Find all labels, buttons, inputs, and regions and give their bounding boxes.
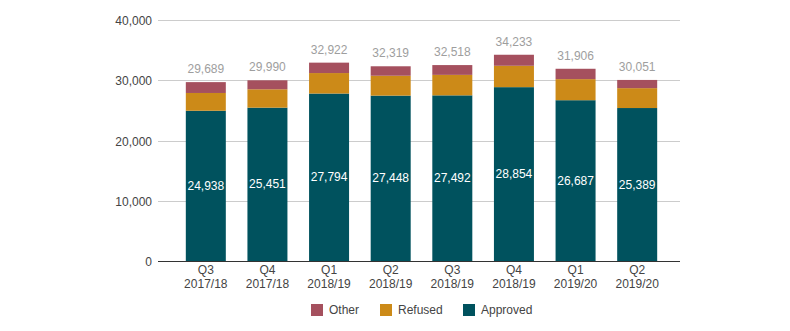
total-label: 29,990 (249, 60, 286, 74)
x-tick-label-line: Q4 (506, 263, 522, 277)
x-tick-label: Q22019/20 (615, 263, 659, 291)
legend-label: Approved (481, 303, 532, 317)
grid-line (158, 141, 680, 142)
bar-segment (556, 69, 596, 79)
bar-segment (309, 73, 349, 93)
bar-segment (432, 75, 472, 95)
data-label: 27,448 (372, 171, 409, 185)
legend-label: Refused (398, 303, 443, 317)
x-tick-label-line: 2017/18 (246, 277, 290, 291)
bar-segment (309, 63, 349, 73)
data-label: 24,938 (187, 179, 224, 193)
data-label: 25,389 (619, 178, 656, 192)
bar-segment (556, 100, 596, 261)
x-tick-label-line: 2018/19 (431, 277, 475, 291)
y-tick-label: 10,000 (115, 195, 152, 209)
x-tick-label-line: Q2 (383, 263, 399, 277)
y-tick-label: 30,000 (115, 74, 152, 88)
total-label: 29,689 (187, 62, 224, 76)
x-tick-label-line: 2019/20 (554, 277, 598, 291)
legend-label: Other (329, 303, 359, 317)
bar-segment (432, 95, 472, 261)
x-tick-label: Q42018/19 (492, 263, 536, 291)
grid-line (158, 20, 680, 21)
bar-segment (186, 111, 226, 261)
x-tick-label-line: Q3 (444, 263, 460, 277)
bar-segment (371, 96, 411, 261)
grid-line (158, 80, 680, 81)
bar-segment (432, 65, 472, 75)
x-tick-label-line: 2018/19 (369, 277, 413, 291)
data-label: 28,854 (496, 167, 533, 181)
x-tick-label-line: Q4 (259, 263, 275, 277)
total-label: 31,906 (557, 49, 594, 63)
bar-segment (309, 94, 349, 261)
data-label: 27,794 (311, 170, 348, 184)
data-label: 27,492 (434, 171, 471, 185)
total-label: 34,233 (496, 35, 533, 49)
total-label: 32,922 (311, 43, 348, 57)
bar-segment (556, 79, 596, 100)
x-tick-label-line: 2017/18 (184, 277, 228, 291)
data-label: 26,687 (557, 174, 594, 188)
bar-segment (494, 87, 534, 261)
bars (186, 55, 657, 261)
y-tick-label: 0 (145, 255, 152, 269)
bar-segment (617, 88, 657, 108)
x-tick-label-line: 2018/19 (492, 277, 536, 291)
x-tick-label: Q22018/19 (369, 263, 413, 291)
legend-swatch (380, 304, 392, 316)
total-label: 32,319 (372, 46, 409, 60)
x-tick-label: Q32017/18 (184, 263, 228, 291)
bar-segment (247, 80, 287, 89)
chart-container: 0 10,000 20,000 30,000 40,000 24,938 25,451 27,… (0, 0, 790, 331)
bar-segment (186, 93, 226, 111)
bar-segment (247, 108, 287, 261)
bar-segment (186, 82, 226, 93)
x-tick-label: Q42017/18 (246, 263, 290, 291)
legend-swatch (463, 304, 475, 316)
bar-segment (617, 80, 657, 88)
legend-swatch (311, 304, 323, 316)
grid-line (158, 201, 680, 202)
bar-segment (494, 55, 534, 66)
y-tick-label: 40,000 (115, 14, 152, 28)
x-tick-label-line: Q2 (629, 263, 645, 277)
x-tick-label-line: Q1 (321, 263, 337, 277)
x-tick-label: Q12018/19 (307, 263, 351, 291)
total-label: 32,518 (434, 45, 471, 59)
grid-line (158, 261, 680, 262)
data-label: 25,451 (249, 177, 286, 191)
x-tick-label-line: 2019/20 (615, 277, 659, 291)
bar-segment (247, 89, 287, 107)
bar-segment (371, 66, 411, 75)
x-tick-label: Q12019/20 (554, 263, 598, 291)
x-tick-label: Q32018/19 (431, 263, 475, 291)
x-tick-label-line: Q1 (568, 263, 584, 277)
y-tick-label: 20,000 (115, 135, 152, 149)
bar-segment (494, 66, 534, 87)
x-tick-label-line: Q3 (198, 263, 214, 277)
x-tick-label-line: 2018/19 (307, 277, 351, 291)
total-label: 30,051 (619, 60, 656, 74)
legend: Other Refused Approved (311, 303, 532, 317)
bar-segment (371, 76, 411, 96)
chart-svg: 0 10,000 20,000 30,000 40,000 24,938 25,451 27,… (0, 0, 790, 331)
bar-segment (617, 108, 657, 261)
